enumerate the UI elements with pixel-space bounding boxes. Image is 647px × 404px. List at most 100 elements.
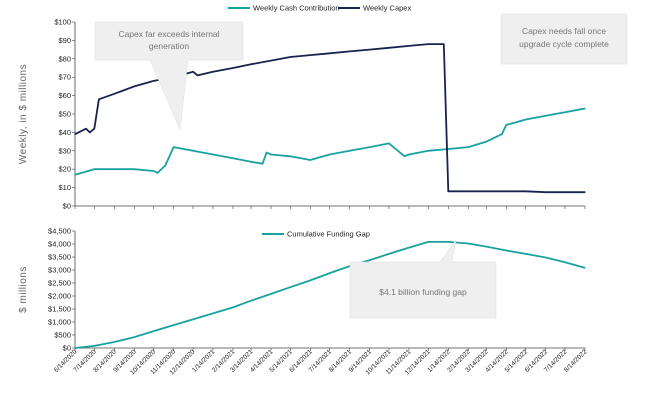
data-point [427, 241, 429, 243]
bottom-y-axis-title: $ millions [18, 266, 29, 313]
data-point [427, 150, 429, 152]
data-point [192, 71, 194, 73]
data-point [329, 153, 331, 156]
top-chart: $0 $10 $20 $30 $40 $50 $60 $70 $80 $90 $100 Weekly,… [18, 4, 586, 211]
data-point [262, 163, 264, 165]
data-point [467, 146, 469, 148]
data-point [408, 247, 410, 249]
data-point [349, 150, 351, 152]
data-point [232, 306, 234, 309]
data-point [447, 190, 449, 192]
data-point [133, 336, 135, 338]
data-point [584, 191, 586, 193]
bottom-y-tick-label: $1,500 [48, 305, 71, 314]
top-y-tick-label: $50 [58, 110, 71, 119]
data-point [309, 54, 311, 56]
data-point [564, 111, 566, 113]
data-point [505, 190, 507, 192]
data-point [427, 43, 429, 45]
data-point [270, 60, 272, 62]
top-y-tick-label: $30 [58, 146, 71, 155]
data-point [369, 49, 371, 51]
data-point [329, 272, 331, 274]
data-point [98, 98, 100, 100]
data-point [485, 141, 487, 143]
data-point [153, 80, 155, 82]
top-y-tick-label: $40 [58, 128, 71, 137]
data-point [113, 93, 115, 95]
data-point [113, 341, 115, 343]
data-point [505, 124, 507, 126]
data-point [93, 128, 95, 130]
callouts: Capex far exceeds internal generation Cape… [94, 13, 628, 319]
data-point [564, 191, 566, 193]
callout-text-line: upgrade cycle complete [519, 39, 609, 49]
data-point [85, 128, 87, 130]
data-point [232, 157, 234, 159]
series-line-weekly-cash-contribution [74, 107, 586, 176]
data-point [192, 150, 194, 152]
data-point [545, 256, 547, 259]
data-point [133, 85, 135, 87]
callout-capex-exceeds [94, 21, 244, 131]
data-point [250, 63, 252, 65]
data-point [388, 47, 390, 49]
data-point [349, 50, 351, 53]
data-point [232, 67, 234, 69]
bottom-chart: $0 $500 $1,000 $1,500 $2,000 $2,500 $3,000 $3,5… [18, 227, 586, 353]
data-point [369, 146, 371, 148]
data-point [545, 115, 547, 117]
data-point [309, 279, 311, 281]
data-point [196, 74, 199, 76]
data-point [329, 52, 331, 54]
legend-label: Cumulative Funding Gap [287, 230, 370, 239]
data-point [173, 324, 175, 326]
bottom-y-tick-label: $1,000 [48, 318, 71, 327]
callout-funding-gap [349, 239, 497, 319]
data-point [212, 153, 214, 156]
data-point [564, 261, 566, 263]
data-point [309, 159, 311, 161]
data-point [408, 45, 410, 47]
callout-text-line: Capex far exceeds internal [118, 29, 219, 39]
callout-text-line: $4.1 billion funding gap [379, 287, 467, 297]
data-point [505, 249, 507, 252]
data-point [545, 191, 547, 193]
data-point [369, 259, 371, 261]
data-point [270, 153, 272, 156]
data-point [447, 148, 449, 150]
data-point [388, 142, 390, 145]
data-point [447, 241, 449, 243]
data-point [485, 190, 487, 192]
series-line-cumulative-funding-gap [74, 240, 586, 349]
data-point [173, 146, 175, 148]
bottom-y-tick-label: $0 [63, 344, 71, 353]
data-point [265, 152, 268, 154]
data-point [584, 107, 586, 110]
bottom-y-tick-label: $3,500 [48, 253, 71, 262]
data-point [467, 190, 469, 192]
data-point [289, 155, 291, 157]
callout-text-line: generation [149, 41, 189, 51]
top-y-tick-label: $100 [54, 18, 71, 27]
data-point [388, 253, 390, 255]
data-point [485, 246, 487, 248]
data-point [93, 168, 95, 170]
bottom-y-tick-label: $3,000 [48, 266, 71, 275]
data-point [525, 253, 527, 255]
data-point [525, 118, 527, 121]
data-point [270, 293, 272, 295]
bottom-y-tick-label: $2,000 [48, 292, 71, 301]
data-point [408, 153, 410, 156]
data-point [212, 71, 214, 73]
data-point [467, 242, 469, 245]
data-point [74, 174, 76, 176]
data-point [153, 170, 155, 172]
data-point [403, 155, 406, 157]
top-y-tick-label: $60 [58, 91, 71, 100]
top-y-tick-label: $0 [63, 202, 71, 211]
data-point [153, 330, 155, 332]
data-point [443, 43, 445, 45]
